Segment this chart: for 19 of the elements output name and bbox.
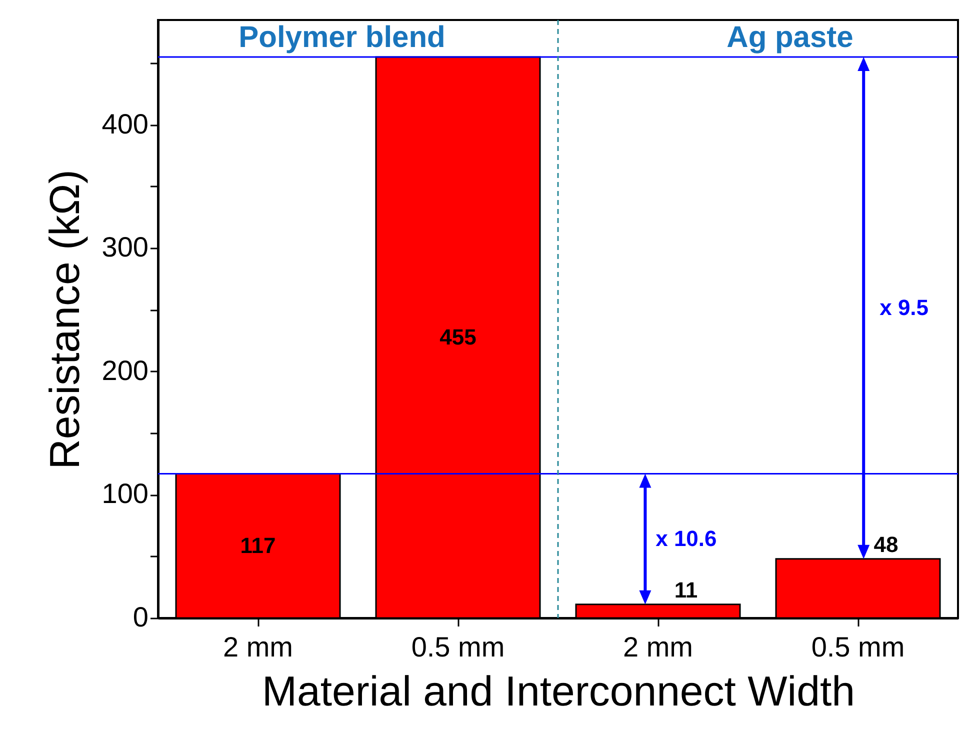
y-axis-title: Resistance (kΩ) <box>40 170 88 470</box>
y-tick-label: 200 <box>102 354 148 386</box>
x-tick-label: 0.5 mm <box>811 632 905 662</box>
annotation: Ag paste <box>726 21 854 54</box>
y-tick-label: 0 <box>132 602 148 632</box>
x-tick-label: 0.5 mm <box>411 632 505 662</box>
data-label: 455 <box>440 324 476 350</box>
data-label: 117 <box>240 532 276 558</box>
data-label: 48 <box>874 532 898 557</box>
y-tick-label: 100 <box>102 478 148 510</box>
x-axis-title: Material and Interconnect Width <box>262 668 855 714</box>
annotation: x 9.5 <box>880 294 929 320</box>
x-tick-label: 2 mm <box>623 632 693 662</box>
data-label: 11 <box>674 577 698 602</box>
annotation: Polymer blend <box>238 21 446 54</box>
y-tick-label: 300 <box>102 232 148 263</box>
annotation: x 10.6 <box>656 526 717 552</box>
x-tick-label: 2 mm <box>223 632 293 662</box>
y-tick-label: 400 <box>102 108 148 140</box>
